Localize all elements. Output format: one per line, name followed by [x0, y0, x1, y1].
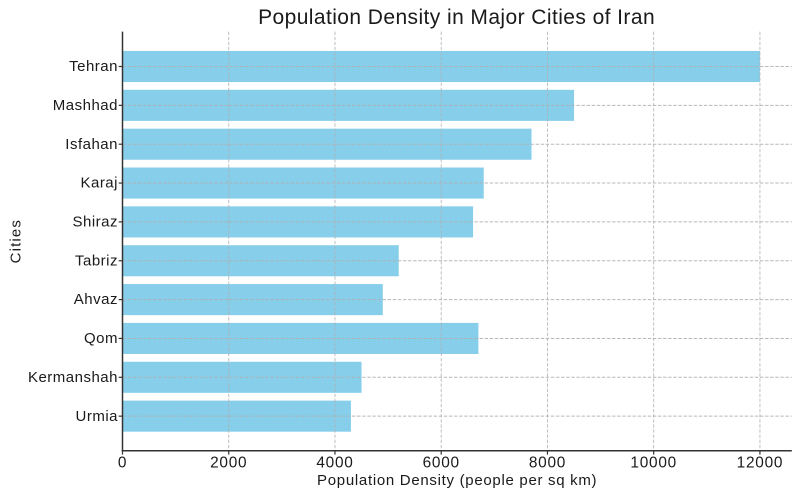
svg-text:6000: 6000 [423, 455, 460, 472]
svg-text:2000: 2000 [210, 455, 247, 472]
svg-text:0: 0 [118, 455, 127, 472]
svg-text:8000: 8000 [529, 455, 566, 472]
svg-text:12000: 12000 [737, 455, 784, 472]
svg-text:Tehran: Tehran [69, 58, 118, 75]
svg-text:Kermanshah: Kermanshah [28, 369, 118, 386]
svg-text:Urmia: Urmia [76, 408, 119, 425]
svg-text:Mashhad: Mashhad [53, 97, 118, 114]
svg-text:Tabriz: Tabriz [75, 252, 118, 269]
svg-text:Cities: Cities [8, 219, 25, 263]
svg-text:Ahvaz: Ahvaz [74, 291, 118, 308]
svg-text:10000: 10000 [630, 455, 677, 472]
svg-text:Population Density in Major Ci: Population Density in Major Cities of Ir… [258, 6, 655, 29]
svg-text:Population Density (people per: Population Density (people per sq km) [317, 472, 597, 489]
svg-text:Karaj: Karaj [80, 175, 118, 192]
svg-text:Isfahan: Isfahan [65, 136, 118, 153]
svg-text:Shiraz: Shiraz [72, 214, 118, 231]
svg-text:4000: 4000 [316, 455, 353, 472]
svg-text:Qom: Qom [84, 330, 118, 347]
